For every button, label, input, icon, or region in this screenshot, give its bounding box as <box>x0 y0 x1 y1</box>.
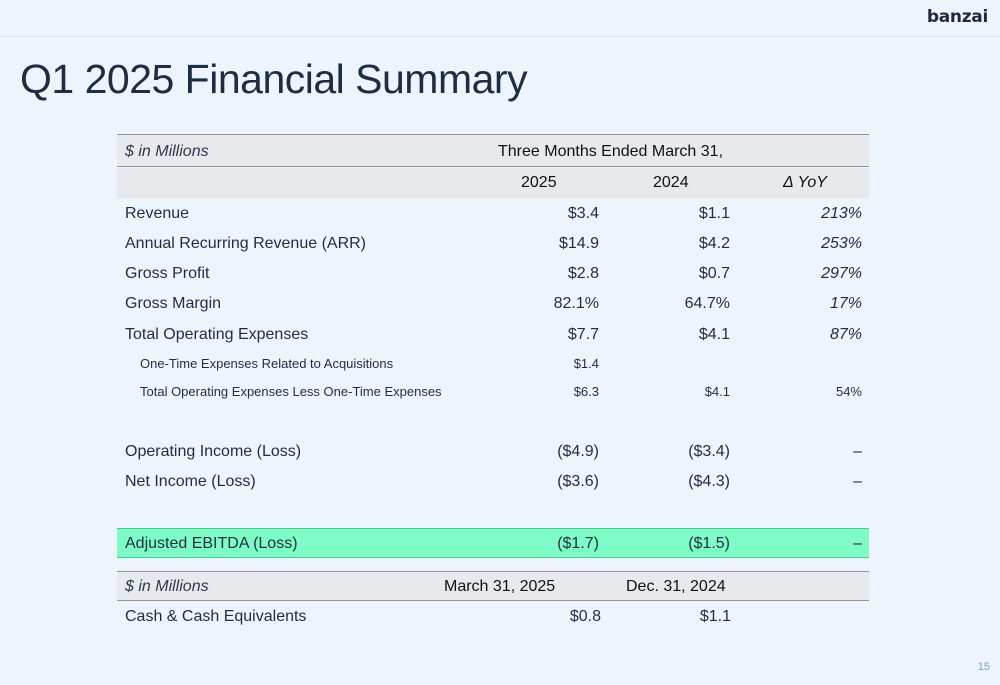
value-2024: 64.7% <box>684 295 730 312</box>
table-row: Operating Income (Loss) ($4.9) ($3.4) – <box>117 437 869 467</box>
column-header-march-2025: March 31, 2025 <box>444 578 556 595</box>
value-2025: ($1.7) <box>557 535 599 552</box>
row-label: Operating Income (Loss) <box>125 443 302 460</box>
page-number: 15 <box>977 661 990 673</box>
row-label: Net Income (Loss) <box>125 473 256 490</box>
column-header-row: 2025 2024 Δ YoY <box>117 168 869 198</box>
column-header-2025: 2025 <box>521 174 557 191</box>
units-label: $ in Millions <box>125 143 209 160</box>
value-2024: ($4.3) <box>688 473 730 490</box>
row-label: Gross Profit <box>125 265 210 282</box>
value-yoy: 297% <box>821 265 862 282</box>
row-label: Annual Recurring Revenue (ARR) <box>125 235 366 252</box>
row-label: Gross Margin <box>125 295 222 312</box>
value-yoy: – <box>853 473 862 490</box>
table-row: Net Income (Loss) ($3.6) ($4.3) – <box>117 467 869 497</box>
value-2024: ($1.5) <box>688 535 730 552</box>
value-2024: ($3.4) <box>688 443 730 460</box>
value-2025: $6.3 <box>573 384 599 399</box>
value-2025: $3.4 <box>567 205 599 222</box>
value-yoy: 87% <box>829 326 862 343</box>
table-row: Gross Profit $2.8 $0.7 297% <box>117 259 869 289</box>
row-label: Total Operating Expenses <box>125 326 309 343</box>
column-header-yoy: Δ YoY <box>783 174 827 191</box>
value-yoy: 253% <box>821 235 862 252</box>
table-row-sub: Total Operating Expenses Less One-Time E… <box>117 377 869 407</box>
value-2025: ($3.6) <box>557 473 599 490</box>
table-header-row: $ in Millions Three Months Ended March 3… <box>117 134 869 167</box>
page-title: Q1 2025 Financial Summary <box>20 56 528 102</box>
adjusted-ebitda-row: Adjusted EBITDA (Loss) ($1.7) ($1.5) – <box>117 528 869 558</box>
value-2024: $4.1 <box>698 326 730 343</box>
value-yoy: – <box>853 535 862 552</box>
value-2024: $4.1 <box>704 384 730 399</box>
table-row: Annual Recurring Revenue (ARR) $14.9 $4.… <box>117 229 869 259</box>
header-divider <box>0 36 1000 37</box>
row-label: Revenue <box>125 205 190 222</box>
column-header-2024: 2024 <box>653 174 689 191</box>
value-yoy: 54% <box>835 384 862 399</box>
value-2024: $0.7 <box>698 265 730 282</box>
table-row: Gross Margin 82.1% 64.7% 17% <box>117 289 869 319</box>
value-yoy: 17% <box>829 295 862 312</box>
value-yoy: – <box>853 443 862 460</box>
value-2024: $4.2 <box>698 235 730 252</box>
value-2025: $2.8 <box>567 265 599 282</box>
value-2024: $1.1 <box>698 205 730 222</box>
cash-table-row: Cash & Cash Equivalents $0.8 $1.1 <box>117 602 869 632</box>
value-2025: $14.9 <box>558 235 599 252</box>
column-header-dec-2024: Dec. 31, 2024 <box>626 578 726 595</box>
value-yoy: 213% <box>821 205 862 222</box>
row-label: Cash & Cash Equivalents <box>125 608 307 625</box>
table-row: Total Operating Expenses $7.7 $4.1 87% <box>117 320 869 350</box>
period-header: Three Months Ended March 31, <box>498 143 724 160</box>
value-2025: $7.7 <box>567 326 599 343</box>
row-label: Adjusted EBITDA (Loss) <box>125 535 298 552</box>
row-label: One-Time Expenses Related to Acquisition… <box>140 356 394 371</box>
table-row: Revenue $3.4 $1.1 213% <box>117 199 869 229</box>
value-2025: 82.1% <box>553 295 599 312</box>
brand-logo: banzai <box>926 7 988 27</box>
value-dec-2024: $1.1 <box>699 608 731 625</box>
table-row-sub: One-Time Expenses Related to Acquisition… <box>117 349 869 379</box>
value-2025: ($4.9) <box>557 443 599 460</box>
row-label: Total Operating Expenses Less One-Time E… <box>140 384 442 399</box>
value-2025: $1.4 <box>573 356 599 371</box>
cash-table-header-row: $ in Millions March 31, 2025 Dec. 31, 20… <box>117 571 869 601</box>
cash-units-label: $ in Millions <box>125 578 209 595</box>
value-march-2025: $0.8 <box>569 608 601 625</box>
